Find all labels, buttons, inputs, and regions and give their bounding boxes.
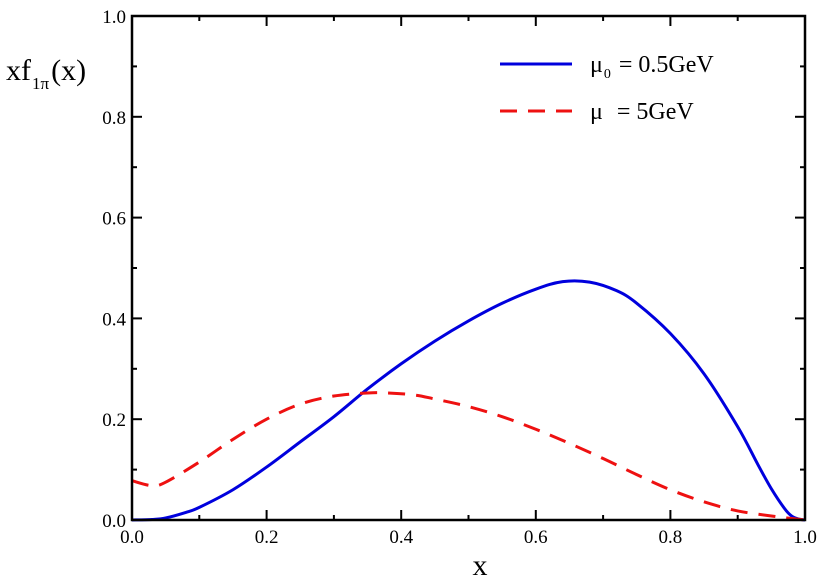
x-tick-label: 0.2 [255, 527, 279, 548]
y-tick-label: 1.0 [102, 7, 126, 28]
x-tick-label: 0.4 [389, 527, 413, 548]
y-axis-label: xf1π(x) [6, 54, 86, 93]
y-tick-label: 0.0 [102, 511, 126, 532]
axis-ticks: 0.0 0.2 0.4 0.6 0.8 1.0 0.0 0.2 0.4 0.6 0.8 1.0 [102, 7, 817, 548]
x-tick-label: 1.0 [793, 527, 817, 548]
legend-label-2: μ = 5GeV [590, 99, 694, 125]
x-tick-label: 0.8 [659, 527, 683, 548]
legend: μ0 = 0.5GeV μ = 5GeV [500, 52, 714, 125]
x-tick-label: 0.0 [120, 527, 144, 548]
series-line-1 [131, 279, 806, 522]
x-tick-label: 0.6 [524, 527, 548, 548]
y-tick-label: 0.6 [102, 209, 126, 230]
y-tick-label: 0.2 [102, 410, 126, 431]
plot-border [130, 14, 807, 522]
plot-frame [130, 14, 807, 522]
axis-labels: x xf1π(x) [6, 54, 488, 581]
legend-label-1: μ0 = 0.5GeV [590, 52, 714, 82]
x-axis-label: x [473, 549, 488, 581]
y-tick-label: 0.4 [102, 309, 126, 330]
y-tick-label: 0.8 [102, 108, 126, 129]
series-line-2 [131, 391, 806, 522]
series-layer [131, 279, 806, 522]
